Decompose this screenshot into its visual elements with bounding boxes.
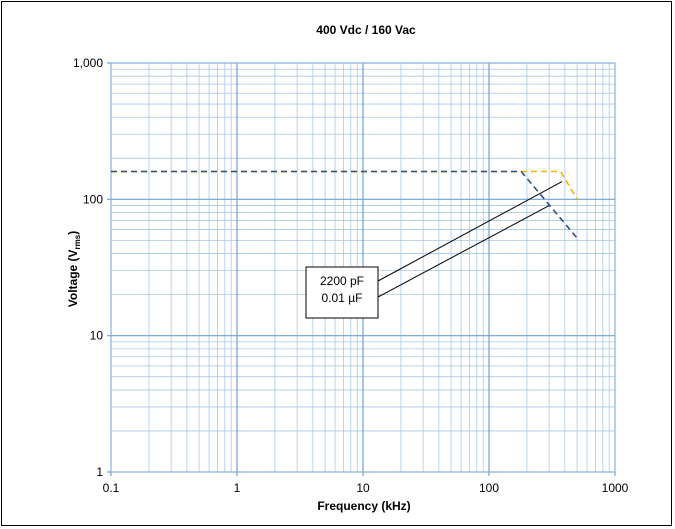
y-axis-label-main: Voltage (V	[66, 249, 80, 307]
y-tick-label: 1	[96, 465, 103, 479]
y-tick-label: 100	[83, 192, 103, 206]
y-tick-label: 1,000	[73, 56, 103, 70]
plot-area-border	[110, 62, 616, 473]
callout-leader-line	[377, 205, 550, 298]
series-line-yellow	[111, 170, 578, 200]
x-axis-label: Frequency (kHz)	[317, 499, 410, 513]
x-tick-label: 10	[356, 481, 370, 495]
x-tick-label: 1	[234, 481, 241, 495]
x-tick-label: 0.1	[103, 481, 120, 495]
callout-label: 2200 pF	[320, 274, 364, 288]
y-axis-label-end: )	[66, 231, 80, 235]
callout-leader-line	[377, 181, 563, 282]
x-tick-label: 1000	[602, 481, 629, 495]
y-tick-label: 10	[90, 329, 104, 343]
callout: 2200 pF 0.01 µF	[305, 181, 563, 319]
series-line-blue	[111, 170, 578, 239]
y-axis-label: Voltage (Vrms)	[66, 231, 82, 307]
callout-box	[305, 266, 379, 319]
x-tick-label: 100	[479, 481, 499, 495]
y-axis-label-subscript: rms	[73, 234, 82, 249]
series-layer	[111, 170, 578, 239]
callout-label: 0.01 µF	[322, 291, 363, 305]
chart-title: 400 Vdc / 160 Vac	[316, 23, 416, 37]
